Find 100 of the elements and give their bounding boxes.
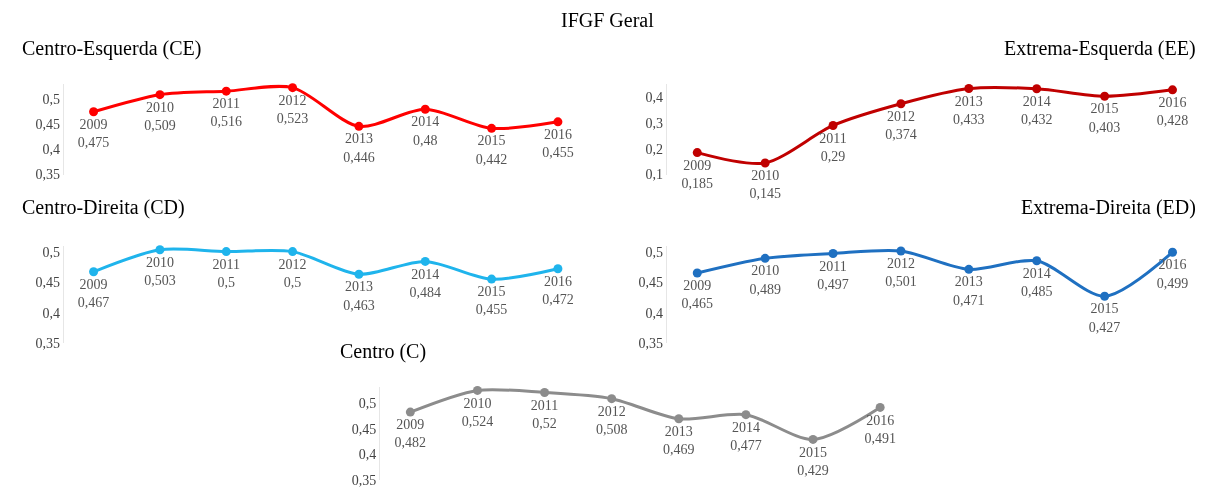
point <box>89 107 99 117</box>
point <box>808 434 818 444</box>
data-label: 2014 0,477 <box>730 419 762 453</box>
point <box>828 120 838 130</box>
data-label: 2009 0,475 <box>77 116 110 151</box>
y-tick-label: 0,45 <box>638 275 663 291</box>
y-tick-label: 0,35 <box>35 336 60 352</box>
data-label: 2013 0,463 <box>343 279 375 313</box>
data-label: 2010 0,503 <box>144 254 176 289</box>
y-tick-label: 0,4 <box>358 447 377 463</box>
point <box>607 394 617 404</box>
data-label: 2009 0,467 <box>77 276 110 311</box>
point <box>1032 84 1042 94</box>
point <box>674 414 684 424</box>
point <box>964 264 974 274</box>
data-label: 2014 0,48 <box>411 114 440 148</box>
data-label: 2009 0,482 <box>394 417 427 451</box>
y-tick-label: 0,4 <box>42 142 60 158</box>
point <box>828 248 838 258</box>
y-tick-label: 0,4 <box>645 305 663 321</box>
data-label: 2014 0,432 <box>1020 93 1053 128</box>
point <box>420 104 430 114</box>
data-label: 2014 0,484 <box>409 266 441 300</box>
y-tick-label: 0,45 <box>351 421 377 437</box>
y-tick-label: 0,5 <box>42 92 60 108</box>
y-tick-label: 0,5 <box>42 244 60 260</box>
y-tick-label: 0,3 <box>645 115 663 131</box>
data-label: 2016 0,472 <box>542 273 574 308</box>
data-label: 2016 0,491 <box>864 412 896 446</box>
y-tick-label: 0,5 <box>358 395 377 411</box>
point <box>1100 91 1110 101</box>
data-label: 2012 0,523 <box>276 92 309 126</box>
point <box>472 385 482 395</box>
data-label: 2016 0,455 <box>542 126 574 161</box>
data-label: 2012 0,5 <box>278 256 307 290</box>
point <box>692 268 702 278</box>
point <box>420 256 430 266</box>
data-label: 2014 0,485 <box>1020 265 1053 300</box>
point <box>487 274 497 284</box>
point <box>354 269 364 279</box>
chart-title: IFGF Geral <box>561 9 655 31</box>
data-label: 2010 0,145 <box>749 168 781 202</box>
point <box>155 90 165 100</box>
y-tick-label: 0,5 <box>645 244 663 260</box>
y-tick-label: 0,4 <box>42 305 60 321</box>
data-label: 2010 0,524 <box>461 395 494 429</box>
data-label: 2015 0,442 <box>475 133 508 167</box>
point <box>540 387 550 397</box>
point <box>354 121 364 131</box>
point <box>760 158 770 168</box>
point <box>405 407 415 417</box>
point <box>896 246 906 256</box>
data-label: 2011 0,52 <box>530 397 559 431</box>
chart-subtitle: Extrema-Esquerda (EE) <box>1004 37 1196 60</box>
data-label: 2013 0,471 <box>953 274 985 308</box>
point <box>221 86 231 96</box>
data-label: 2015 0,427 <box>1088 301 1121 335</box>
data-label: 2015 0,455 <box>475 284 508 318</box>
point <box>692 148 702 158</box>
y-tick-label: 0,35 <box>638 336 663 352</box>
point <box>155 245 165 255</box>
y-tick-label: 0,45 <box>35 117 60 133</box>
data-label: 2011 0,29 <box>819 130 847 164</box>
point <box>760 253 770 263</box>
data-label: 2012 0,374 <box>885 108 917 143</box>
point <box>1168 247 1178 257</box>
data-label: 2013 0,446 <box>343 131 375 165</box>
data-label: 2009 0,185 <box>681 157 713 191</box>
data-label: 2010 0,509 <box>144 99 176 134</box>
data-label: 2011 0,516 <box>210 96 242 130</box>
point <box>288 83 298 93</box>
y-tick-label: 0,4 <box>645 89 663 105</box>
data-label: 2012 0,501 <box>885 256 917 290</box>
point <box>875 402 885 412</box>
data-label: 2013 0,469 <box>663 423 695 458</box>
point <box>1168 85 1178 95</box>
data-label: 2011 0,5 <box>212 256 240 290</box>
y-tick-label: 0,35 <box>351 473 377 489</box>
data-label: 2011 0,497 <box>817 258 849 292</box>
chart-subtitle: Extrema-Direita (ED) <box>1021 196 1196 219</box>
chart-subtitle: Centro-Direita (CD) <box>22 196 185 219</box>
y-tick-label: 0,1 <box>645 167 663 183</box>
y-tick-label: 0,35 <box>35 167 60 183</box>
point <box>221 247 231 257</box>
point <box>964 84 974 94</box>
data-label: 2009 0,465 <box>681 278 713 312</box>
data-label: 2016 0,428 <box>1156 94 1189 129</box>
y-tick-label: 0,2 <box>645 141 663 157</box>
data-label: 2013 0,433 <box>953 93 985 127</box>
point <box>553 264 563 274</box>
point <box>288 247 298 257</box>
point <box>89 267 99 277</box>
point <box>553 117 563 127</box>
data-label: 2015 0,429 <box>797 444 829 478</box>
data-label: 2016 0,499 <box>1156 257 1189 291</box>
point <box>1100 291 1110 301</box>
point <box>1032 256 1042 266</box>
data-label: 2012 0,508 <box>595 403 628 437</box>
data-label: 2010 0,489 <box>749 263 781 297</box>
point <box>487 123 497 133</box>
